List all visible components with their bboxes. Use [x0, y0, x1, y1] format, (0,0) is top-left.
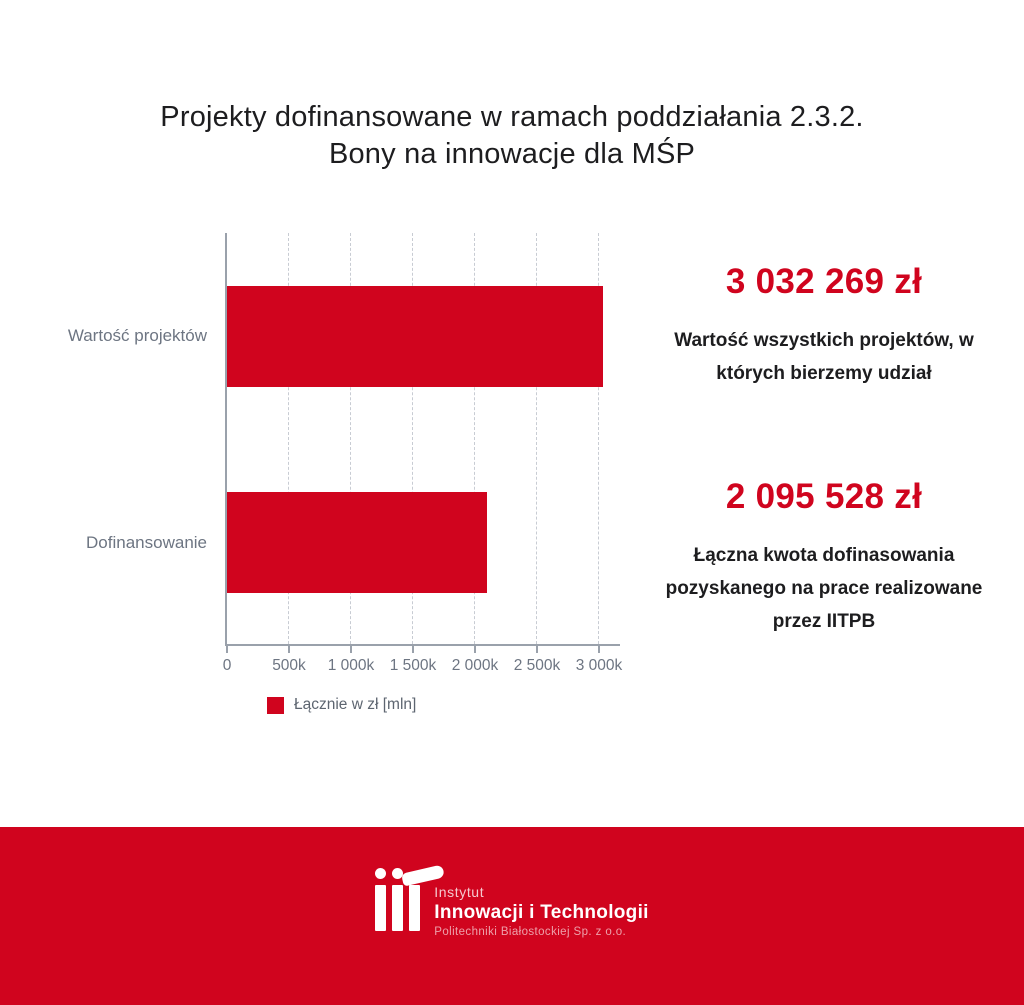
x-tick-label: 3 000k	[575, 657, 623, 674]
x-tick-label: 0	[222, 657, 232, 674]
iii-logo-icon	[375, 864, 446, 931]
axis-tick	[474, 646, 476, 653]
bar-wartosc-projektow	[227, 285, 603, 387]
stat-value-funding: 2 095 528 zł	[725, 477, 923, 516]
company-logo: Instytut Innowacji i Technologii Politec…	[375, 864, 649, 940]
x-tick-label: 500k	[272, 657, 306, 674]
x-tick-label: 1 500k	[389, 657, 437, 674]
stat-block-funding: 2 095 528 zł Łączna kwota dofinasowania …	[648, 477, 1000, 638]
logo-bar-icon	[392, 885, 404, 931]
x-tick-label: 2 000k	[451, 657, 499, 674]
axis-tick	[536, 646, 538, 653]
logo-text-subtitle: Politechniki Białostockiej Sp. z o.o.	[434, 926, 627, 938]
stat-description-total: Wartość wszystkich projektów, w których …	[674, 330, 974, 384]
axis-tick	[226, 646, 228, 653]
page-title-line2: Bony na innowacje dla MŚP	[328, 138, 696, 170]
gridline	[412, 233, 413, 644]
y-category-label: Dofinansowanie	[86, 532, 207, 552]
page-title-line1: Projekty dofinansowane w ramach poddział…	[160, 101, 864, 133]
gridline	[350, 233, 351, 644]
legend-label: Łącznie w zł [mln]	[294, 696, 417, 713]
gridline	[598, 233, 599, 644]
logo-dot-icon	[392, 868, 404, 879]
axis-tick	[288, 646, 290, 653]
gridline	[536, 233, 537, 644]
logo-text: Instytut Innowacji i Technologii Politec…	[434, 884, 649, 940]
bar-chart: 0 500k 1 000k 1 500k 2 000k 2 500k 3 000k Wart…	[0, 233, 660, 713]
stat-value-total: 3 032 269 zł	[725, 262, 923, 301]
page-title: Projekty dofinansowane w ramach poddział…	[0, 99, 1024, 173]
bar-dofinansowanie	[227, 492, 487, 594]
stat-block-total-value: 3 032 269 zł Wartość wszystkich projektó…	[648, 262, 1000, 390]
axis-tick	[350, 646, 352, 653]
plot-area: 0 500k 1 000k 1 500k 2 000k 2 500k 3 000k	[223, 233, 622, 674]
gridline	[474, 233, 475, 644]
footer-band: Instytut Innowacji i Technologii Politec…	[0, 827, 1024, 1005]
x-tick-label: 1 000k	[327, 657, 375, 674]
logo-dot-icon	[375, 868, 387, 879]
axis-tick	[598, 646, 600, 653]
logo-text-name: Innowacji i Technologii	[434, 902, 649, 923]
logo-bar-icon	[409, 885, 421, 931]
legend-color-swatch	[267, 696, 284, 714]
stat-description-funding: Łączna kwota dofinasowania pozyskanego n…	[665, 545, 983, 632]
chart-legend: Łącznie w zł [mln]	[267, 696, 416, 714]
gridline	[288, 233, 289, 644]
x-tick-label: 2 500k	[513, 657, 561, 674]
logo-text-institute: Instytut	[434, 884, 485, 900]
logo-bar-icon	[375, 885, 387, 931]
axis-tick	[412, 646, 414, 653]
y-category-label: Wartość projektów	[67, 326, 207, 346]
